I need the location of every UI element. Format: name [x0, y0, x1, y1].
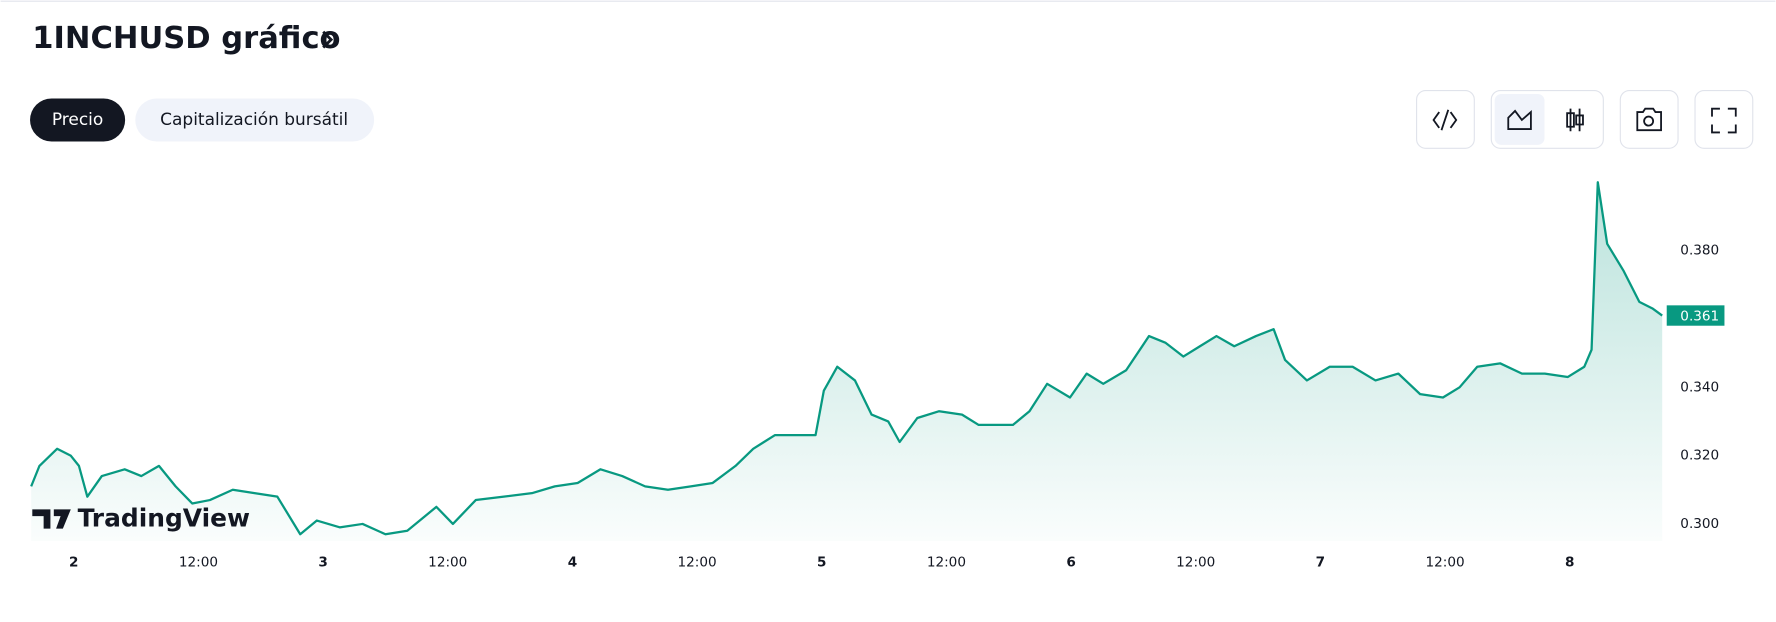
x-tick-label: 12:00 — [678, 555, 717, 571]
x-tick-label: 7 — [1316, 555, 1325, 571]
area-style-button[interactable] — [1494, 93, 1545, 145]
x-tick-label: 12:00 — [927, 555, 966, 571]
x-tick-label: 2 — [69, 555, 78, 571]
snapshot-button[interactable] — [1619, 89, 1679, 149]
x-tick-label: 3 — [318, 555, 327, 571]
embed-button[interactable] — [1416, 89, 1475, 149]
watermark: TradingView — [32, 504, 250, 533]
toolbar-icons — [1432, 107, 1737, 134]
x-tick-label: 6 — [1066, 555, 1075, 571]
code-icon — [1432, 109, 1458, 131]
watermark-text: TradingView — [78, 504, 250, 533]
chart-style-group — [1490, 89, 1604, 149]
x-tick-label: 12:00 — [1176, 555, 1215, 571]
candle-icon — [1566, 108, 1584, 132]
last-value-label: 0.361 — [1680, 309, 1719, 325]
x-tick-label: 12:00 — [179, 555, 218, 571]
fullscreen-icon — [1711, 107, 1737, 134]
camera-lens — [1643, 115, 1655, 127]
x-tick-label: 4 — [568, 555, 577, 571]
toolbar — [1416, 89, 1754, 149]
chevron-icon[interactable] — [322, 30, 334, 49]
camera-icon — [1636, 107, 1662, 132]
last-value-badge — [1666, 305, 1725, 326]
y-tick-label: 0.320 — [1680, 448, 1719, 464]
tab-label[interactable]: Precio — [52, 110, 103, 130]
page-title[interactable]: 1INCHUSD gráfico — [32, 21, 340, 56]
x-tick-label: 12:00 — [1426, 555, 1465, 571]
x-tick-label: 8 — [1565, 555, 1574, 571]
x-tick-label: 5 — [817, 555, 826, 571]
tab-label[interactable]: Capitalización bursátil — [160, 110, 348, 130]
x-tick-label: 12:00 — [428, 555, 467, 571]
y-tick-label: 0.340 — [1680, 379, 1719, 395]
area-icon — [1507, 109, 1532, 130]
tab-active[interactable] — [30, 98, 126, 142]
plot: 0.300 0.320 0.340 0.380 2 12:00 3 12:00 4 12:00 5 1… — [30, 181, 1725, 571]
fullscreen-button[interactable] — [1694, 89, 1754, 149]
y-tick-label: 0.380 — [1680, 243, 1719, 259]
logo-mark — [32, 509, 71, 529]
y-tick-label: 0.300 — [1680, 516, 1719, 532]
area — [31, 182, 1663, 542]
line — [30, 181, 1663, 536]
tab[interactable] — [135, 98, 375, 142]
